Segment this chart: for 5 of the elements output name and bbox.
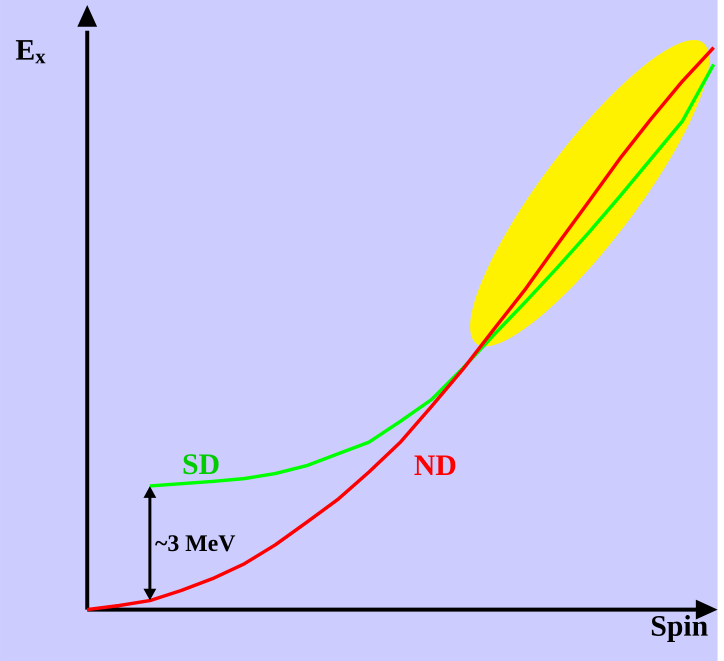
series-label: SD xyxy=(184,454,219,474)
y-axis-title: E$_{x}$ xyxy=(16,40,46,64)
annotation: ~3 MeV xyxy=(155,535,236,552)
series-label: ND xyxy=(414,455,456,475)
x-axis-title: Spin xyxy=(652,614,708,642)
